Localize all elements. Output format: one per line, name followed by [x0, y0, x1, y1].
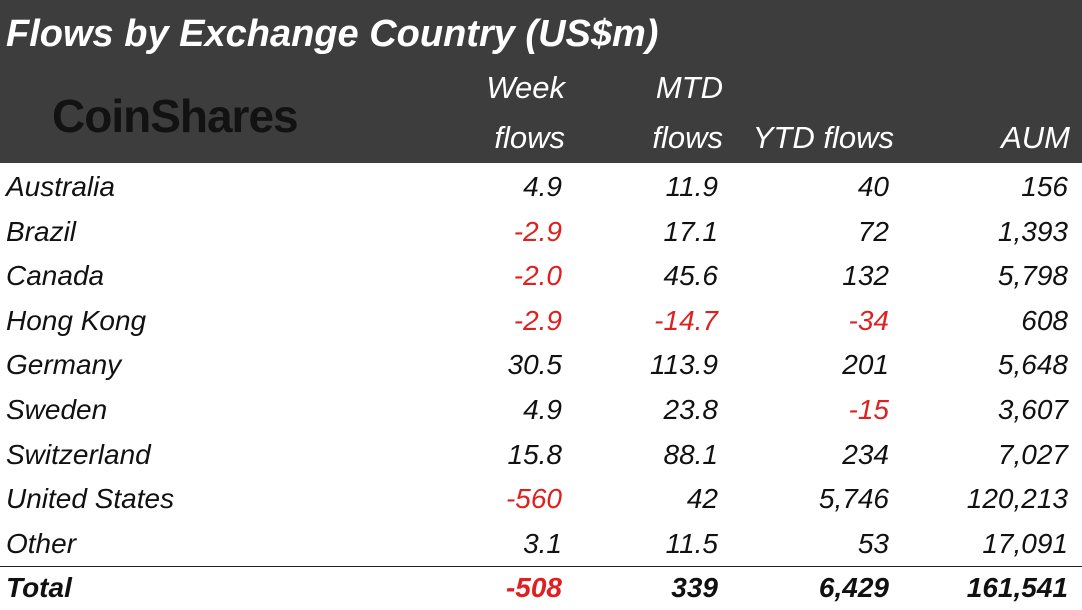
coinshares-logo: CoinShares — [52, 90, 299, 142]
cell-aum: 5,798 — [997, 260, 1068, 292]
cell-aum: 7,027 — [997, 438, 1068, 470]
cell-aum: 3,607 — [997, 394, 1068, 425]
table-row: Other 3.1 11.5 53 17,091 — [0, 522, 1082, 566]
cell-week: 4.9 — [523, 394, 562, 425]
total-label: Total — [6, 572, 72, 603]
header-mtd-line2: flows — [652, 120, 723, 155]
cell-mtd: 45.6 — [663, 260, 719, 292]
cell-ytd: 5,746 — [818, 483, 889, 515]
country-label: Other — [6, 527, 77, 559]
table-row: United States -560 42 5,746 120,213 — [0, 477, 1082, 521]
cell-week: -2.9 — [513, 215, 562, 247]
cell-ytd: 72 — [857, 215, 889, 247]
table-row: Brazil -2.9 17.1 72 1,393 — [0, 210, 1082, 254]
country-label: Brazil — [6, 215, 77, 247]
cell-ytd: 53 — [857, 527, 889, 559]
cell-ytd: 132 — [842, 260, 889, 292]
total-ytd: 6,429 — [818, 572, 889, 603]
total-aum: 161,541 — [966, 572, 1068, 603]
country-label: Sweden — [6, 394, 108, 425]
table-row: Sweden 4.9 23.8 -15 3,607 — [0, 388, 1082, 432]
header-week-line2: flows — [494, 120, 565, 155]
country-label: Australia — [6, 171, 115, 202]
total-row: Total -508 339 6,429 161,541 — [0, 566, 1082, 610]
cell-aum: 1,393 — [997, 215, 1068, 247]
table-row: Canada -2.0 45.6 132 5,798 — [0, 254, 1082, 298]
cell-ytd: -15 — [848, 394, 889, 425]
cell-aum: 120,213 — [966, 483, 1068, 515]
cell-aum: 608 — [1021, 304, 1068, 336]
table-row: Germany 30.5 113.9 201 5,648 — [0, 343, 1082, 387]
cell-week: 30.5 — [507, 349, 563, 381]
country-label: Canada — [6, 260, 105, 292]
cell-mtd: 11.9 — [665, 171, 718, 202]
cell-week: 3.1 — [523, 527, 562, 559]
cell-ytd: 201 — [842, 349, 889, 381]
cell-week: -2.0 — [513, 260, 562, 292]
cell-ytd: 40 — [857, 171, 889, 202]
table-row: Switzerland 15.8 88.1 234 7,027 — [0, 433, 1082, 477]
table-title: Flows by Exchange Country (US$m) — [6, 13, 659, 55]
header-week-line1: Week — [486, 70, 565, 105]
country-label: Germany — [6, 349, 122, 381]
cell-ytd: -34 — [848, 304, 889, 336]
table-row: Australia 4.9 11.9 40 156 — [0, 165, 1082, 209]
table-header: Flows by Exchange Country (US$m) CoinSha… — [0, 0, 1082, 163]
cell-week: 4.9 — [523, 171, 562, 202]
total-week: -508 — [505, 572, 562, 603]
total-mtd: 339 — [671, 572, 718, 603]
cell-week: -2.9 — [513, 304, 562, 336]
table-row: Hong Kong -2.9 -14.7 -34 608 — [0, 299, 1082, 343]
total-divider — [0, 566, 1082, 567]
header-mtd-line1: MTD — [655, 70, 723, 105]
header-aum: AUM — [1001, 120, 1070, 155]
cell-ytd: 234 — [842, 438, 889, 470]
country-label: Hong Kong — [6, 304, 147, 336]
cell-aum: 5,648 — [997, 349, 1068, 381]
cell-aum: 156 — [1021, 171, 1068, 202]
cell-mtd: 88.1 — [663, 438, 719, 470]
cell-mtd: 113.9 — [650, 349, 718, 381]
country-label: Switzerland — [6, 438, 151, 470]
cell-mtd: -14.7 — [654, 304, 718, 336]
cell-mtd: 23.8 — [663, 394, 719, 425]
cell-week: -560 — [505, 483, 562, 515]
cell-aum: 17,091 — [982, 527, 1068, 559]
cell-mtd: 42 — [686, 483, 718, 515]
country-label: United States — [6, 483, 175, 515]
header-ytd: YTD flows — [752, 120, 894, 155]
cell-mtd: 11.5 — [665, 527, 718, 559]
cell-mtd: 17.1 — [663, 215, 719, 247]
cell-week: 15.8 — [507, 438, 563, 470]
